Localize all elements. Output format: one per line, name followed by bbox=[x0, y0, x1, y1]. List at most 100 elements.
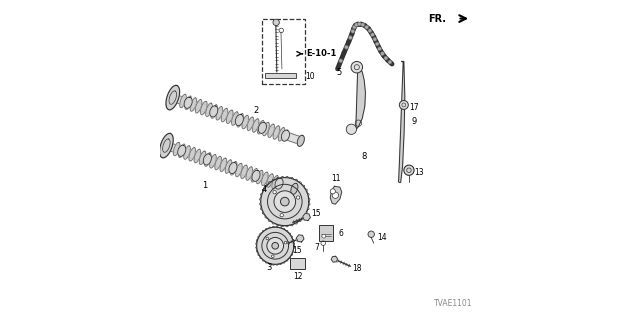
Polygon shape bbox=[298, 135, 305, 146]
Text: E-10-1: E-10-1 bbox=[307, 49, 337, 58]
Text: 5: 5 bbox=[336, 68, 341, 76]
Polygon shape bbox=[296, 235, 304, 242]
Polygon shape bbox=[172, 94, 302, 144]
Polygon shape bbox=[332, 256, 337, 262]
Circle shape bbox=[353, 25, 356, 29]
Polygon shape bbox=[189, 148, 195, 161]
Circle shape bbox=[344, 45, 348, 49]
Polygon shape bbox=[199, 151, 206, 164]
Polygon shape bbox=[205, 103, 212, 116]
Text: 1: 1 bbox=[202, 181, 207, 190]
Polygon shape bbox=[229, 163, 237, 174]
Circle shape bbox=[351, 29, 355, 33]
Text: 14: 14 bbox=[377, 233, 387, 242]
Polygon shape bbox=[230, 162, 237, 175]
Circle shape bbox=[380, 52, 384, 56]
Polygon shape bbox=[251, 169, 258, 182]
Polygon shape bbox=[330, 186, 342, 204]
Polygon shape bbox=[180, 94, 186, 108]
Circle shape bbox=[332, 192, 339, 198]
Polygon shape bbox=[216, 107, 223, 120]
Polygon shape bbox=[303, 213, 310, 220]
Text: FR.: FR. bbox=[428, 13, 447, 24]
Polygon shape bbox=[173, 142, 180, 156]
Text: 7: 7 bbox=[314, 243, 319, 252]
Circle shape bbox=[267, 237, 284, 254]
Polygon shape bbox=[267, 174, 273, 187]
Polygon shape bbox=[262, 179, 308, 224]
Polygon shape bbox=[236, 164, 242, 177]
FancyBboxPatch shape bbox=[265, 73, 296, 78]
Text: 9: 9 bbox=[412, 117, 417, 126]
Text: 11: 11 bbox=[332, 174, 340, 183]
Text: 3: 3 bbox=[266, 263, 271, 272]
Circle shape bbox=[357, 22, 362, 26]
Polygon shape bbox=[220, 158, 227, 172]
Polygon shape bbox=[165, 142, 296, 192]
Polygon shape bbox=[221, 108, 228, 122]
Polygon shape bbox=[262, 172, 268, 186]
Polygon shape bbox=[275, 178, 283, 189]
Circle shape bbox=[322, 234, 326, 238]
Circle shape bbox=[280, 213, 284, 217]
Circle shape bbox=[271, 255, 274, 258]
Polygon shape bbox=[204, 153, 211, 166]
Polygon shape bbox=[184, 97, 192, 108]
Circle shape bbox=[375, 42, 379, 46]
Polygon shape bbox=[211, 105, 218, 118]
Circle shape bbox=[355, 23, 358, 27]
Polygon shape bbox=[398, 61, 405, 182]
Circle shape bbox=[399, 100, 408, 109]
Circle shape bbox=[296, 196, 300, 199]
Polygon shape bbox=[195, 100, 202, 113]
Polygon shape bbox=[257, 121, 264, 134]
Polygon shape bbox=[272, 176, 278, 189]
Circle shape bbox=[346, 124, 356, 134]
Text: 15: 15 bbox=[311, 209, 321, 218]
Polygon shape bbox=[263, 122, 269, 136]
Polygon shape bbox=[252, 119, 259, 132]
Polygon shape bbox=[348, 67, 365, 134]
Polygon shape bbox=[236, 115, 243, 126]
Circle shape bbox=[273, 190, 276, 194]
Circle shape bbox=[351, 61, 362, 73]
Polygon shape bbox=[252, 170, 260, 181]
Polygon shape bbox=[178, 145, 186, 156]
FancyBboxPatch shape bbox=[290, 258, 305, 269]
Polygon shape bbox=[185, 96, 191, 109]
Circle shape bbox=[371, 33, 374, 37]
Circle shape bbox=[272, 243, 278, 249]
Circle shape bbox=[348, 36, 352, 40]
Text: 17: 17 bbox=[409, 103, 419, 112]
Circle shape bbox=[273, 19, 279, 26]
Circle shape bbox=[388, 60, 392, 64]
Polygon shape bbox=[232, 112, 238, 125]
Polygon shape bbox=[210, 106, 218, 117]
Polygon shape bbox=[257, 170, 263, 184]
Circle shape bbox=[280, 197, 289, 206]
Circle shape bbox=[368, 231, 374, 237]
Polygon shape bbox=[237, 114, 243, 127]
Polygon shape bbox=[242, 116, 248, 129]
Text: 8: 8 bbox=[361, 152, 366, 161]
Text: 13: 13 bbox=[414, 168, 424, 177]
Circle shape bbox=[339, 59, 343, 63]
Circle shape bbox=[330, 189, 335, 194]
Text: 12: 12 bbox=[293, 272, 302, 281]
Polygon shape bbox=[259, 122, 266, 133]
Text: 6: 6 bbox=[339, 229, 344, 238]
Circle shape bbox=[266, 237, 269, 240]
Circle shape bbox=[365, 25, 369, 29]
Text: 4: 4 bbox=[261, 185, 267, 194]
Polygon shape bbox=[166, 85, 180, 110]
Circle shape bbox=[373, 37, 377, 41]
Circle shape bbox=[361, 23, 365, 27]
FancyBboxPatch shape bbox=[319, 225, 333, 241]
Polygon shape bbox=[273, 126, 280, 139]
Polygon shape bbox=[225, 160, 232, 173]
Polygon shape bbox=[210, 155, 216, 168]
Circle shape bbox=[368, 29, 372, 33]
Circle shape bbox=[284, 241, 287, 244]
Polygon shape bbox=[246, 167, 253, 180]
Polygon shape bbox=[291, 183, 298, 194]
